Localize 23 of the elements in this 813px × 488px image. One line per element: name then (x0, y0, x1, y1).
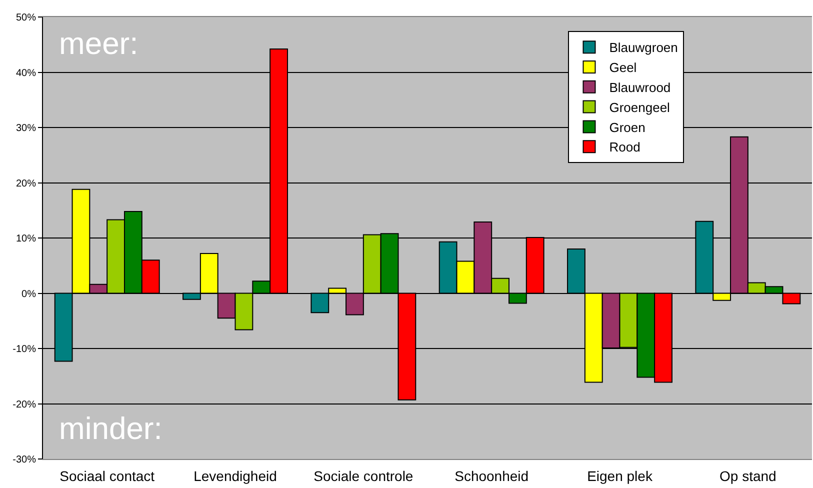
legend-label: Rood (609, 140, 640, 155)
y-tick-label: 0% (22, 288, 36, 300)
legend-label: Blauwgroen (609, 40, 678, 56)
y-tick-label: 20% (16, 178, 36, 190)
y-tick-label: -30% (12, 454, 36, 466)
y-tick-label: 50% (16, 12, 36, 24)
x-tick-label: Levendigheid (194, 468, 277, 484)
x-tick-label: Eigen plek (587, 468, 654, 484)
legend-label: Geel (609, 60, 637, 76)
legend-label: Blauwrood (609, 80, 671, 95)
x-tick-label: Sociaal contact (60, 468, 155, 484)
y-tick-label: 40% (16, 68, 36, 79)
annotation: meer: (59, 26, 138, 61)
annotation: minder: (59, 411, 162, 446)
legend-label: Groen (609, 120, 646, 135)
x-tick-label: Sociale controle (314, 468, 414, 484)
y-tick-label: 30% (16, 123, 36, 134)
y-tick-label: -10% (12, 344, 36, 355)
y-tick-label: -20% (12, 399, 36, 410)
y-tick-label: 10% (16, 234, 36, 244)
x-tick-label: Schoonheid (454, 468, 529, 484)
legend-label: Groengeel (609, 100, 670, 115)
x-tick-label: Op stand (720, 468, 776, 484)
